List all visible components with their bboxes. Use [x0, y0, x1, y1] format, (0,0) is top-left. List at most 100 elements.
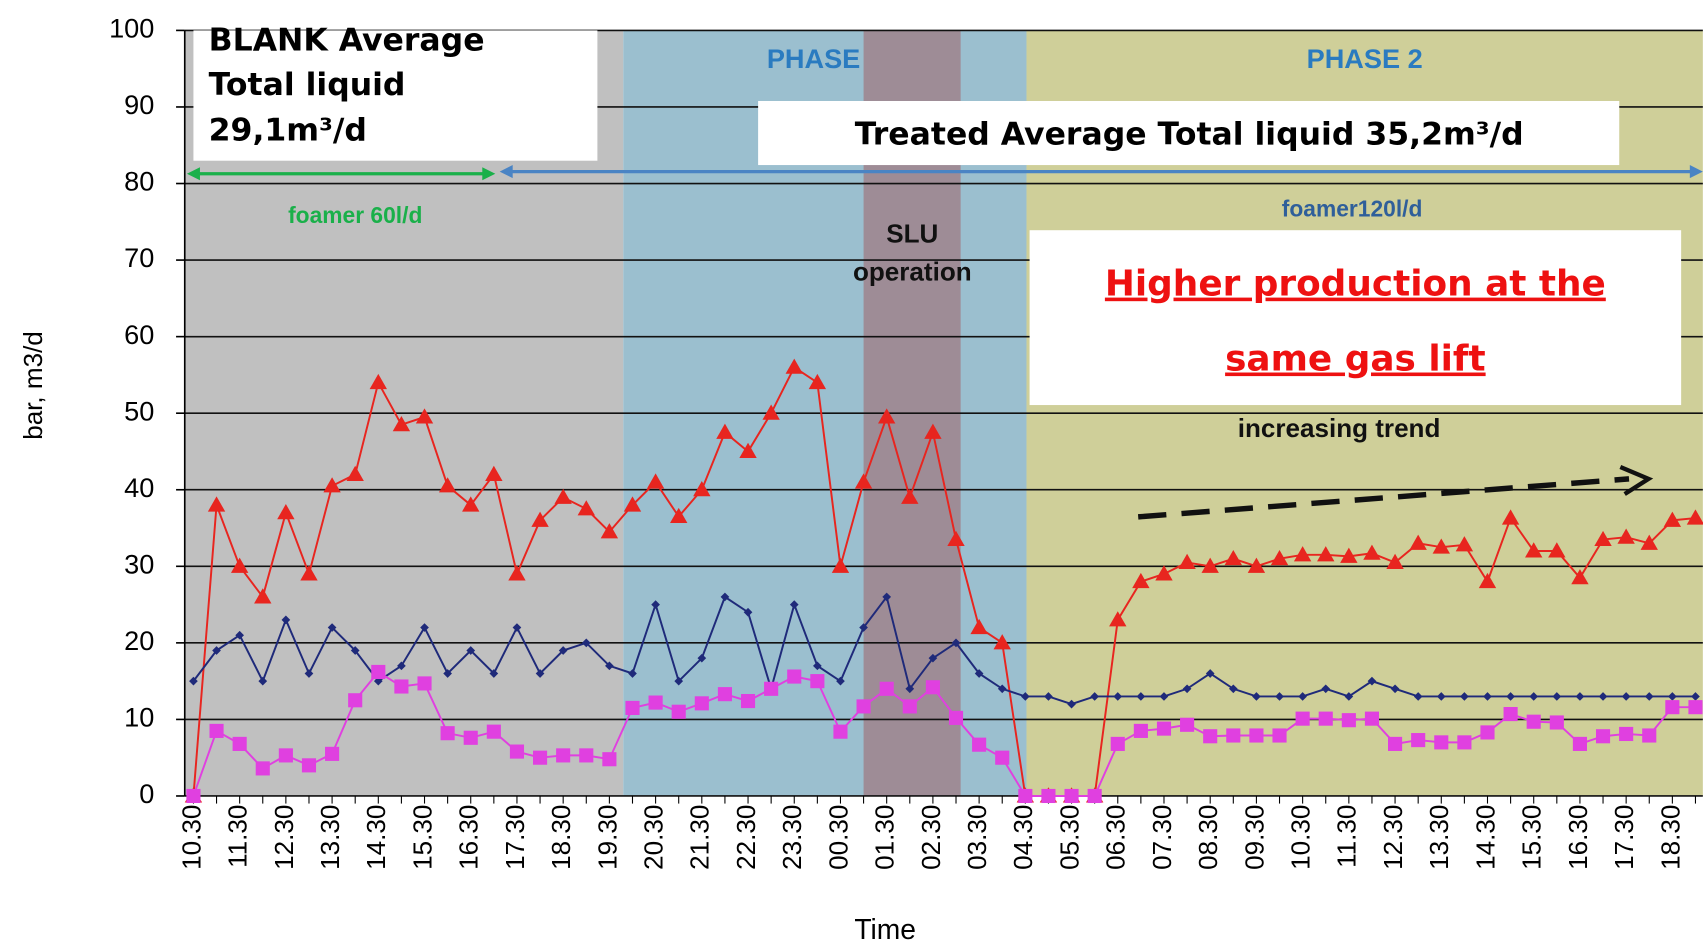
marker [232, 736, 247, 751]
marker [1525, 542, 1543, 558]
x-axis-label: Time [854, 913, 916, 945]
x-tick-label: 12.30 [269, 805, 299, 870]
marker [558, 646, 568, 655]
marker [1409, 534, 1427, 550]
marker [300, 565, 318, 581]
marker [1642, 728, 1657, 743]
marker [836, 676, 845, 686]
y-tick-label: 100 [109, 13, 154, 44]
marker [646, 473, 665, 489]
trend-arrow [1137, 476, 1630, 520]
marker [1321, 684, 1331, 694]
marker [1178, 553, 1196, 569]
x-tick-label: 10.30 [1286, 805, 1316, 870]
treated-box [758, 100, 1620, 166]
foamer1-text: foamer 60l/d [288, 202, 422, 228]
marker [879, 681, 894, 696]
phase-label: PHASE 1 [767, 43, 883, 74]
marker [1526, 714, 1541, 729]
marker [1503, 706, 1518, 722]
marker [207, 496, 226, 512]
higher-text: Higher production at the [1105, 264, 1606, 305]
marker [901, 488, 919, 504]
y-tick-label: 40 [124, 472, 154, 503]
x-tick-label: 18.30 [1655, 805, 1685, 870]
marker [508, 565, 526, 581]
marker [1156, 721, 1172, 736]
marker [230, 557, 249, 573]
marker [1109, 611, 1127, 627]
marker [902, 699, 917, 714]
marker [533, 750, 548, 765]
marker [789, 600, 799, 609]
marker [509, 744, 525, 759]
marker [717, 687, 732, 702]
higher-text: same gas lift [1225, 339, 1486, 380]
marker [670, 507, 688, 524]
marker [1432, 538, 1450, 554]
y-tick-label: 50 [124, 395, 154, 426]
marker [1344, 692, 1354, 701]
treated-text: Treated Average Total liquid 35,2m³/d [855, 117, 1524, 153]
x-tick-label: 06.30 [1101, 805, 1131, 870]
marker [1064, 788, 1079, 804]
x-tick-label: 12.30 [1378, 805, 1408, 870]
x-tick-label: 14.30 [1470, 805, 1500, 870]
marker [1571, 569, 1589, 585]
slu-text: SLU [886, 219, 938, 249]
marker [1617, 528, 1635, 544]
marker [925, 680, 940, 695]
marker [1252, 692, 1261, 701]
marker [1594, 530, 1612, 547]
marker [1457, 735, 1472, 750]
marker [1249, 728, 1264, 743]
x-tick-label: 16.30 [454, 805, 484, 870]
marker [1364, 711, 1380, 726]
marker [810, 674, 825, 689]
marker [905, 684, 915, 694]
marker [1272, 728, 1287, 743]
marker [186, 788, 201, 804]
x-tick-label: 04.30 [1008, 805, 1038, 870]
x-tick-label: 15.30 [1517, 805, 1547, 870]
marker [948, 710, 964, 725]
marker [1317, 546, 1335, 562]
x-tick-label: 05.30 [1054, 805, 1084, 870]
marker [856, 699, 871, 714]
annotations: BLANK Average Total liquid 29,1m³/d Trea… [186, 22, 1703, 520]
x-tick-label: 02.30 [916, 805, 946, 870]
marker [278, 748, 293, 763]
blank-text: 29,1m³/d [209, 112, 367, 148]
marker [1480, 725, 1495, 740]
marker [1180, 717, 1195, 732]
marker [600, 523, 619, 539]
x-tick-label: 17.30 [500, 805, 530, 870]
marker [1090, 692, 1100, 701]
marker [212, 646, 221, 655]
marker [1668, 692, 1677, 701]
x-tick-label: 03.30 [962, 805, 992, 870]
marker [369, 373, 387, 390]
marker [1363, 544, 1381, 560]
blank-text: Total liquid [209, 67, 406, 103]
marker [739, 442, 757, 458]
x-tick-label: 17.30 [1609, 805, 1639, 870]
marker [1386, 553, 1404, 569]
marker [648, 695, 663, 710]
marker [1018, 788, 1033, 804]
marker [1436, 692, 1446, 701]
marker [764, 681, 779, 696]
marker [392, 415, 411, 432]
marker [808, 373, 827, 390]
x-tick-label: 11.30 [1332, 805, 1362, 868]
marker [859, 623, 868, 632]
marker [1529, 692, 1539, 701]
marker [1501, 509, 1520, 525]
marker [1203, 729, 1218, 744]
x-tick-label: 11.30 [223, 805, 253, 868]
marker [1340, 547, 1358, 563]
marker [1041, 788, 1056, 804]
marker [255, 761, 270, 776]
marker [1270, 549, 1289, 566]
marker [1318, 711, 1333, 726]
